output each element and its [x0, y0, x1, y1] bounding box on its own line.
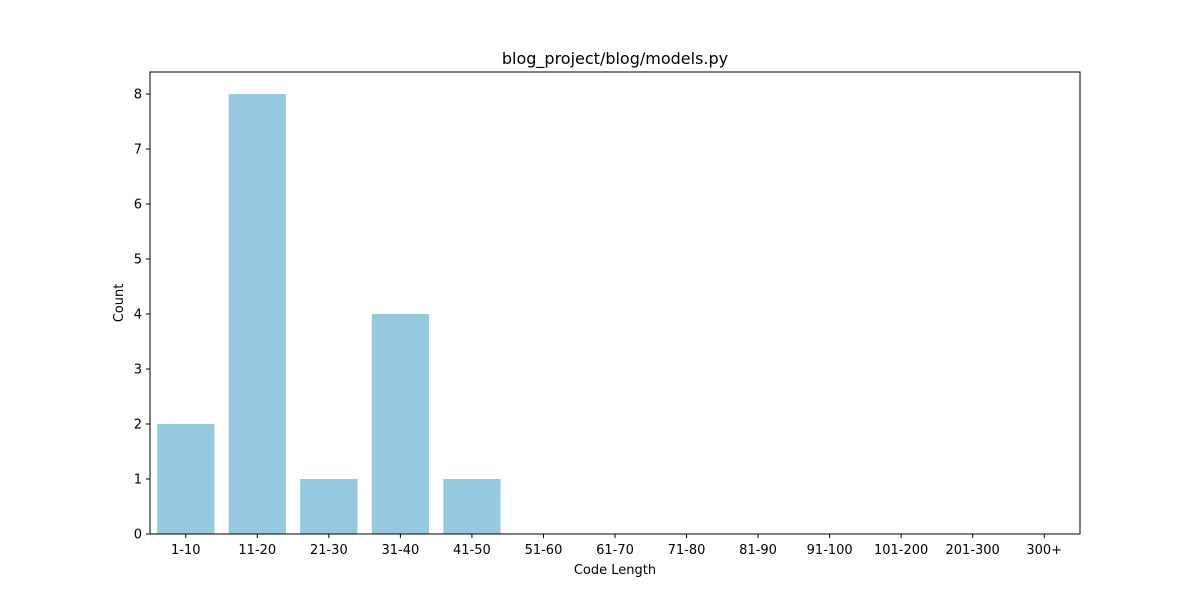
chart-title: blog_project/blog/models.py: [502, 49, 728, 69]
x-tick-label: 71-80: [668, 543, 706, 558]
x-tick-label: 41-50: [453, 543, 491, 558]
y-tick-label: 1: [134, 473, 142, 488]
x-tick-label: 91-100: [807, 543, 853, 558]
x-axis: 1-10 11-20 21-30 31-40 41-50 51-60 61-70 71-80 8…: [171, 534, 1062, 558]
x-tick-label: 61-70: [596, 543, 634, 558]
x-tick-label: 101-200: [874, 543, 928, 558]
y-tick-label: 4: [134, 308, 142, 323]
x-tick-label: 201-300: [946, 543, 1000, 558]
x-tick-label: 21-30: [310, 543, 348, 558]
y-tick-label: 8: [134, 88, 142, 103]
x-tick-label: 81-90: [739, 543, 777, 558]
x-tick-label: 51-60: [525, 543, 563, 558]
y-tick-label: 6: [134, 198, 142, 213]
y-axis-title: Count: [112, 284, 127, 323]
bar-11-20: [228, 94, 286, 534]
y-tick-label: 2: [134, 418, 142, 433]
x-tick-label: 31-40: [381, 543, 419, 558]
x-tick-label: 11-20: [238, 543, 276, 558]
bars-group: [157, 94, 501, 534]
x-axis-title: Code Length: [574, 563, 656, 578]
bar-21-30: [300, 479, 358, 534]
y-tick-label: 3: [134, 363, 142, 378]
bar-41-50: [443, 479, 501, 534]
y-tick-label: 7: [134, 143, 142, 158]
bar-31-40: [371, 314, 429, 534]
bar-1-10: [157, 424, 215, 534]
x-tick-label: 1-10: [171, 543, 201, 558]
x-tick-label: 300+: [1026, 543, 1062, 558]
y-axis: 0 1 2 3 4 5 6 7 8: [134, 88, 150, 543]
y-tick-label: 5: [134, 253, 142, 268]
y-tick-label: 0: [134, 528, 142, 543]
plot-frame: [149, 71, 1081, 535]
